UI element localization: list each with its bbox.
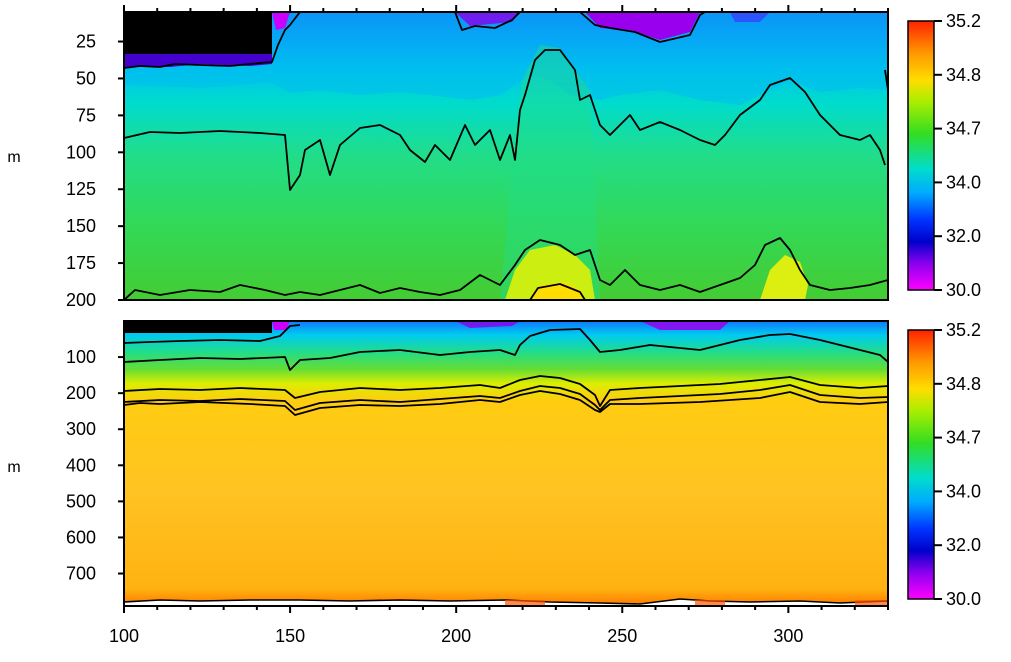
bottom-y-tick-label: 300 (66, 419, 96, 439)
colorbar-tick-label: 34.7 (946, 428, 981, 448)
bottom-y-tick-label: 200 (66, 383, 96, 403)
x-tick-label: 100 (109, 626, 139, 646)
colorbar-tick-label: 32.0 (946, 535, 981, 555)
colorbar-tick-label: 34.0 (946, 172, 981, 192)
top-heatmap (124, 12, 888, 300)
top-y-tick-label: 175 (66, 253, 96, 273)
top-y-tick-label: 25 (76, 32, 96, 52)
x-tick-label: 300 (773, 626, 803, 646)
top-colorbar-ticks: 35.2 34.8 34.7 34.0 32.0 30.0 (934, 11, 981, 300)
bottom-colorbar-ticks: 35.2 34.8 34.7 34.0 32.0 30.0 (934, 320, 981, 609)
colorbar-tick-label: 35.2 (946, 320, 981, 340)
bottom-black-block (124, 321, 272, 333)
top-colorbar (907, 20, 935, 291)
colorbar-tick-label: 35.2 (946, 11, 981, 31)
bottom-panel (123, 320, 889, 607)
colorbar-tick-label: 30.0 (946, 589, 981, 609)
bottom-plot-frame (123, 320, 889, 607)
x-tick-label: 150 (275, 626, 305, 646)
x-axis: 100 150 200 250 300 (109, 5, 889, 646)
bottom-colorbar (907, 329, 935, 600)
colorbar-tick-label: 34.7 (946, 119, 981, 139)
colorbar-tick-label: 30.0 (946, 280, 981, 300)
top-y-tick-label: 75 (76, 105, 96, 125)
top-y-tick-label: 200 (66, 290, 96, 310)
top-black-block (124, 12, 272, 54)
bottom-y-tick-label: 100 (66, 347, 96, 367)
colorbar-tick-label: 34.0 (946, 481, 981, 501)
top-y-axis-label: m (7, 149, 20, 166)
x-tick-label: 250 (607, 626, 637, 646)
top-y-axis: 25 50 75 100 125 150 175 200 (66, 32, 124, 310)
bottom-y-tick-label: 400 (66, 455, 96, 475)
bottom-y-tick-label: 500 (66, 491, 96, 511)
colorbar-tick-label: 34.8 (946, 374, 981, 394)
bottom-y-axis: 100 200 300 400 500 600 700 (66, 347, 124, 584)
top-y-tick-label: 100 (66, 142, 96, 162)
top-y-tick-label: 50 (76, 68, 96, 88)
bottom-y-tick-label: 600 (66, 527, 96, 547)
top-plot-frame (123, 11, 889, 301)
colorbar-tick-label: 32.0 (946, 226, 981, 246)
bottom-heatmap (124, 321, 888, 606)
top-panel (123, 11, 889, 301)
x-tick-label: 200 (441, 626, 471, 646)
bottom-y-tick-label: 700 (66, 564, 96, 584)
colorbar-tick-label: 34.8 (946, 65, 981, 85)
bottom-y-axis-label: m (7, 459, 20, 476)
top-y-tick-label: 125 (66, 179, 96, 199)
top-y-tick-label: 150 (66, 216, 96, 236)
